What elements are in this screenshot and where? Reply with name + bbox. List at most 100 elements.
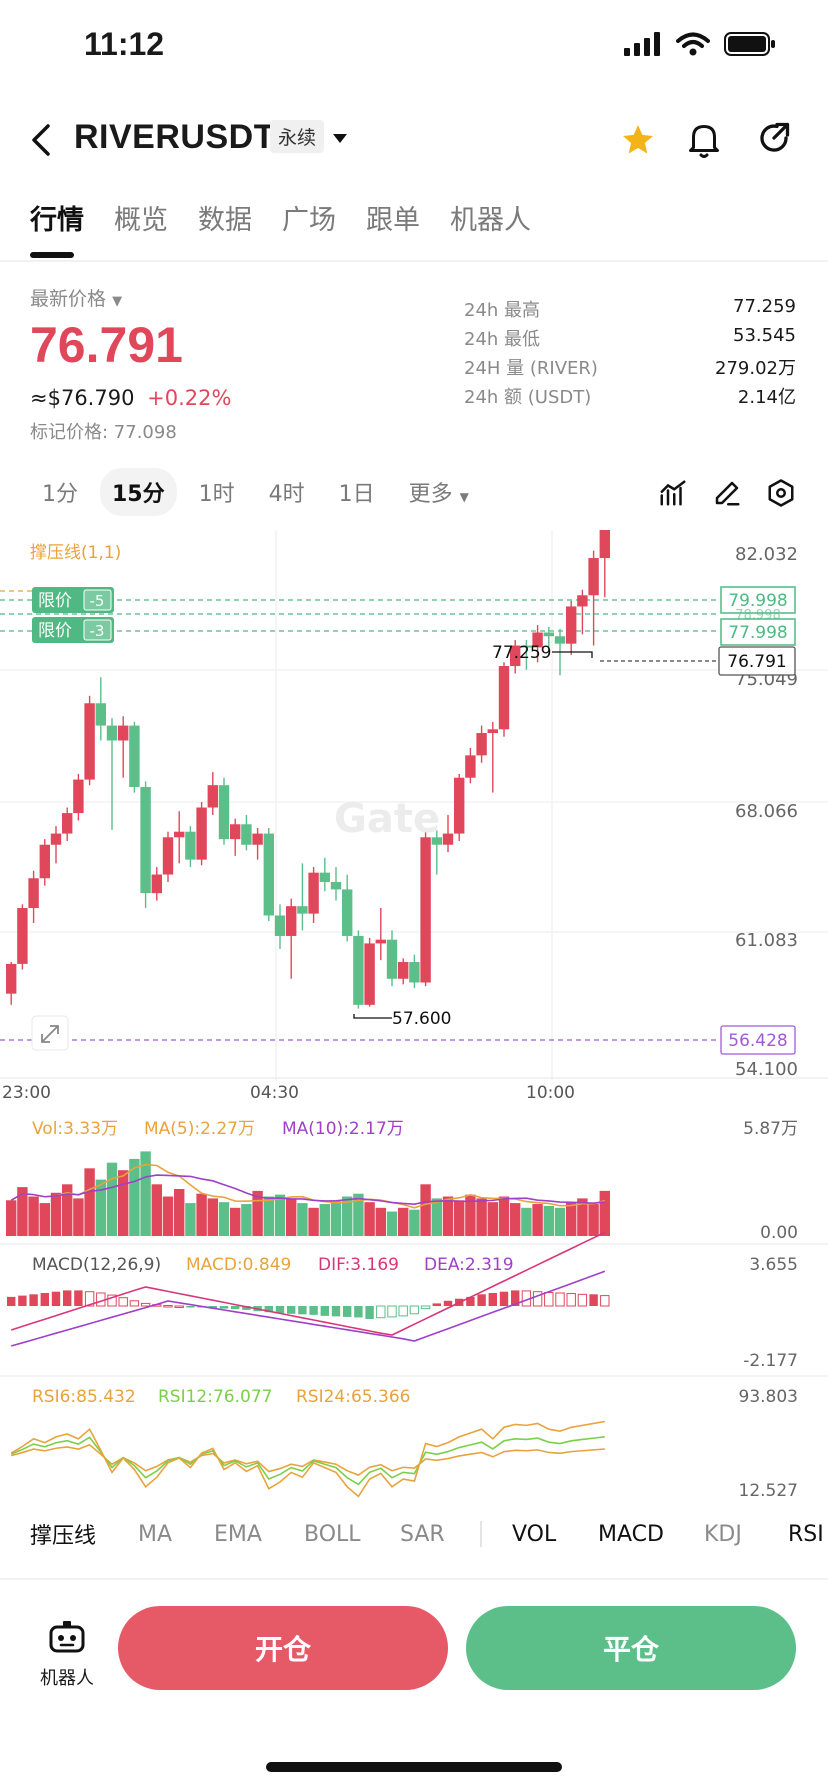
ind-vol[interactable]: VOL — [512, 1521, 557, 1547]
order-tag-1[interactable]: 限价 -5 — [32, 587, 114, 613]
macd-histogram-bar — [376, 1305, 386, 1319]
tab-market[interactable]: 行情 — [30, 205, 84, 236]
draw-pen-icon[interactable] — [712, 478, 742, 508]
tab-overview[interactable]: 概览 — [114, 205, 168, 236]
home-indicator — [266, 1762, 562, 1772]
candle — [308, 872, 319, 914]
volume-bar — [241, 1204, 252, 1236]
svg-text:56.428: 56.428 — [728, 1031, 787, 1051]
candle — [330, 881, 342, 890]
candle — [487, 729, 498, 734]
volume-bar — [39, 1203, 50, 1236]
order-tag-1-label: 限价 — [38, 591, 72, 611]
bell-icon[interactable] — [686, 120, 722, 160]
macd-histogram-bar — [600, 1295, 610, 1307]
macd-histogram-bar — [354, 1306, 363, 1318]
last-price: 76.791 — [30, 317, 183, 373]
ind-support-resistance[interactable]: 撑压线 — [30, 1524, 97, 1549]
macd-dea-label: DEA:2.319 — [424, 1255, 514, 1275]
macd-histogram-bar — [107, 1294, 117, 1307]
order-tag-2[interactable]: 限价 -3 — [32, 617, 114, 643]
tf-1m[interactable]: 1分 — [42, 482, 78, 507]
rsi24-label: RSI24:65.366 — [296, 1387, 410, 1407]
candle — [196, 807, 207, 860]
macd-histogram-bar — [18, 1295, 27, 1306]
macd-histogram-bar — [398, 1305, 408, 1317]
volume-bar — [532, 1204, 543, 1236]
stat-volume: 24H 量 (RIVER) 279.02万 — [464, 358, 796, 379]
candle — [50, 833, 62, 845]
open-position-button[interactable]: 开仓 — [118, 1606, 448, 1690]
rsi12-label: RSI12:76.077 — [158, 1387, 272, 1407]
price-change: +0.22% — [147, 386, 232, 410]
back-icon[interactable] — [28, 122, 54, 158]
robot-button[interactable]: 机器人 — [34, 1620, 100, 1690]
rsi6-label: RSI6:85.432 — [32, 1387, 136, 1407]
volume-bar — [566, 1202, 577, 1236]
tab-robot[interactable]: 机器人 — [450, 205, 531, 236]
volume-bar — [28, 1196, 39, 1236]
share-icon[interactable] — [756, 120, 792, 156]
candle — [386, 939, 398, 979]
macd-histogram-bar — [409, 1305, 420, 1315]
star-icon[interactable] — [620, 122, 656, 158]
volume-bar — [364, 1202, 375, 1236]
chevron-down-icon[interactable] — [332, 132, 348, 144]
ind-boll[interactable]: BOLL — [304, 1521, 361, 1547]
candle — [274, 915, 286, 936]
tf-more[interactable]: 更多 ▼ — [408, 482, 469, 507]
battery-icon — [724, 32, 775, 56]
chart-settings-icon[interactable] — [766, 478, 796, 508]
caret-down-icon: ▼ — [112, 294, 123, 309]
candle — [241, 824, 252, 845]
rsi24-line — [10, 1443, 605, 1476]
ind-rsi[interactable]: RSI — [788, 1521, 824, 1547]
candle — [588, 558, 599, 596]
high-marker: 77.259 — [492, 643, 551, 663]
close-position-button[interactable]: 平仓 — [466, 1606, 796, 1690]
macd-histogram-bar — [309, 1306, 318, 1315]
candle — [106, 725, 118, 741]
macd-histogram-bar — [29, 1294, 38, 1306]
candle — [185, 831, 196, 860]
tf-15m[interactable]: 15分 — [100, 468, 177, 516]
volume-bar — [50, 1192, 62, 1236]
ind-ma[interactable]: MA — [138, 1521, 173, 1547]
candle — [62, 813, 73, 834]
candle — [129, 725, 140, 788]
volume-bar — [151, 1184, 162, 1236]
ind-ema[interactable]: EMA — [214, 1521, 262, 1547]
macd-histogram-bar — [7, 1296, 16, 1306]
candle — [84, 703, 95, 780]
tf-1d[interactable]: 1日 — [338, 482, 375, 507]
candle — [118, 725, 129, 741]
symbol-title[interactable]: RIVERUSDT — [74, 118, 275, 156]
kline-chart[interactable]: Gate 撑压线(1,1) 82.032 75.049 68.066 61.08… — [0, 530, 828, 1512]
candle — [263, 833, 274, 916]
candle — [398, 962, 409, 979]
expand-icon[interactable] — [31, 1015, 69, 1051]
macd-histogram-bar — [511, 1290, 520, 1306]
tf-4h[interactable]: 4时 — [268, 482, 305, 507]
price-label[interactable]: 最新价格 ▼ — [30, 288, 123, 310]
contract-tag[interactable]: 永续 — [270, 120, 325, 153]
y-label-5: 54.100 — [735, 1059, 798, 1080]
volume-bar — [118, 1170, 129, 1236]
ind-macd[interactable]: MACD — [598, 1521, 664, 1547]
tab-copy-trading[interactable]: 跟单 — [366, 205, 420, 236]
indicator-icon[interactable] — [658, 478, 688, 508]
macd-histogram-bar — [40, 1293, 49, 1306]
candle — [599, 530, 610, 559]
tf-1h[interactable]: 1时 — [198, 482, 235, 507]
macd-histogram-bar — [186, 1306, 195, 1308]
volume-bar — [218, 1202, 230, 1236]
candle — [39, 844, 50, 879]
macd-histogram-bar — [566, 1293, 576, 1307]
robot-icon — [49, 1621, 85, 1653]
tab-square[interactable]: 广场 — [282, 205, 336, 236]
ind-sar[interactable]: SAR — [400, 1521, 445, 1547]
tab-data[interactable]: 数据 — [198, 205, 252, 236]
candle — [297, 906, 308, 914]
ind-kdj[interactable]: KDJ — [704, 1521, 742, 1547]
support-resistance-label[interactable]: 撑压线(1,1) — [30, 543, 121, 563]
